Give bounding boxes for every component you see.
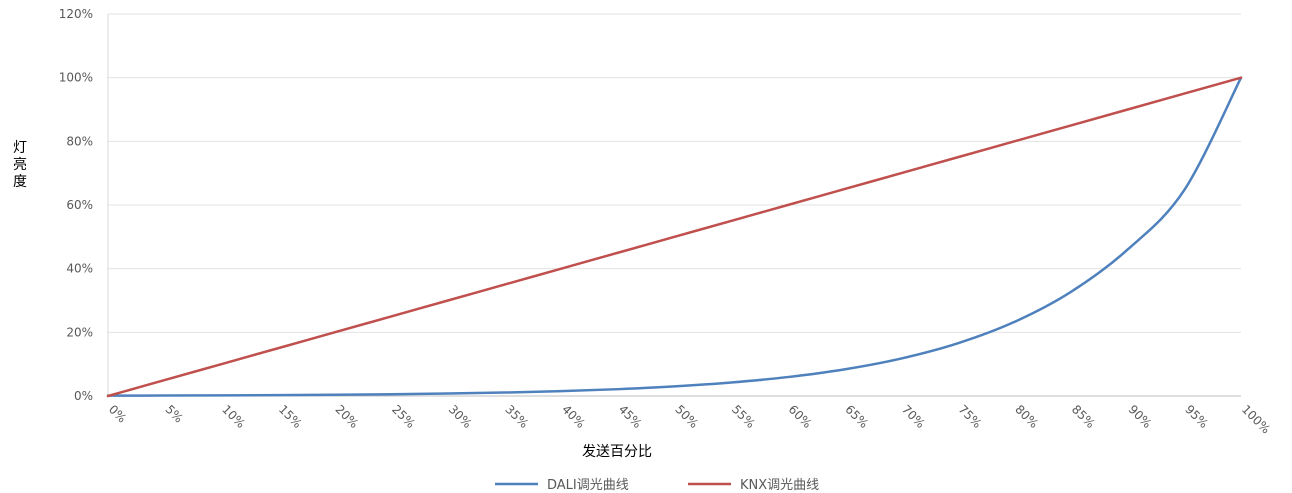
y-axis-label-char: 亮 (13, 156, 27, 173)
y-tick-label: 20% (66, 325, 93, 339)
series-line-knx (106, 76, 1243, 398)
y-axis-label-char: 灯 (13, 140, 27, 156)
y-tick-label: 120% (59, 7, 93, 21)
series-lines (106, 76, 1243, 398)
legend-label: KNX调光曲线 (740, 478, 819, 493)
y-tick-label: 40% (66, 262, 93, 276)
y-tick-label: 0% (74, 389, 93, 403)
y-axis-label-char: 度 (13, 174, 27, 190)
gridlines (107, 13, 1241, 397)
legend-label: DALI调光曲线 (547, 478, 629, 493)
x-axis-label: 发送百分比 (582, 444, 652, 460)
y-tick-label: 100% (59, 71, 93, 85)
legend: DALI调光曲线 KNX调光曲线 (495, 478, 819, 493)
y-tick-label: 60% (66, 198, 93, 212)
series-line-dali (106, 76, 1243, 397)
y-tick-labels: 0% 20% 40% 60% 80% 100% 120% (59, 7, 93, 403)
y-axis-label: 灯亮度 (13, 140, 27, 190)
y-tick-label: 80% (66, 134, 93, 148)
